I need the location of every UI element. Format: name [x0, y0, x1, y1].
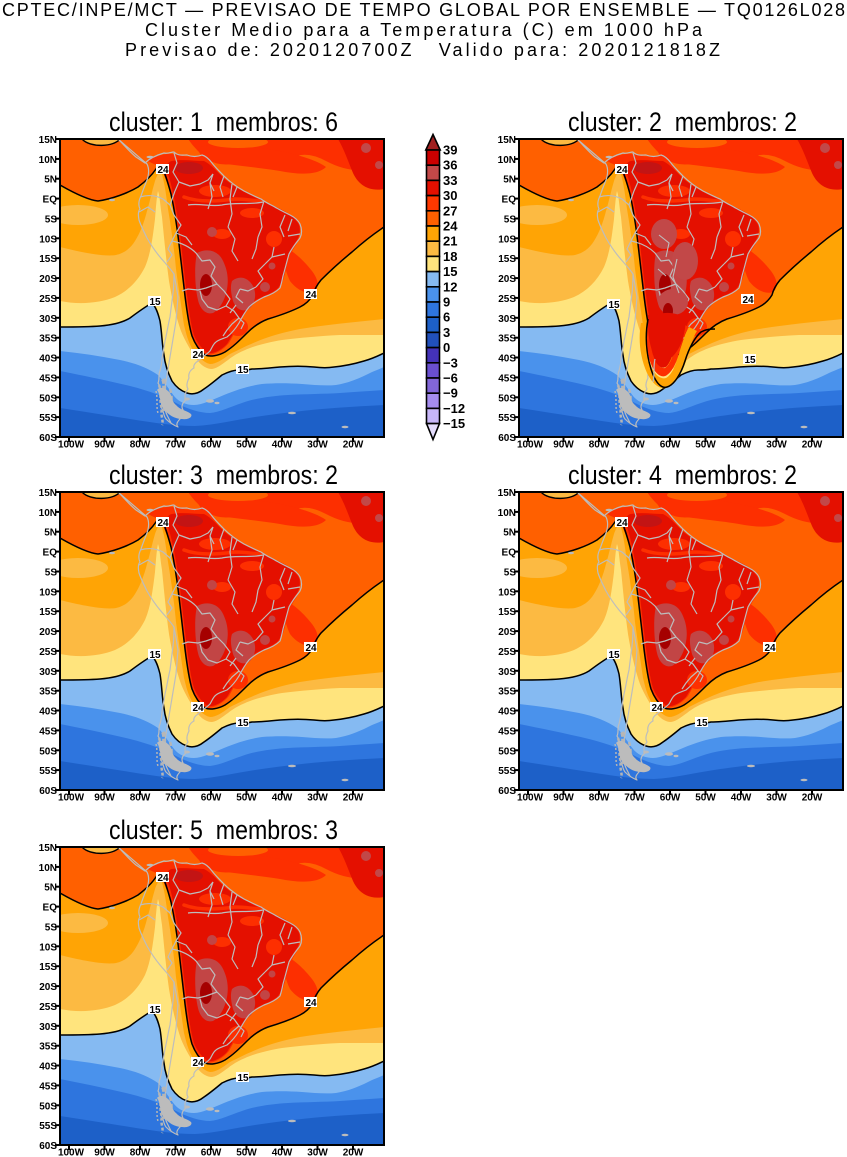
svg-text:−12: −12: [443, 401, 465, 416]
svg-text:cluster: 4 membros: 2: cluster: 4 membros: 2: [568, 460, 797, 490]
svg-text:−9: −9: [443, 386, 458, 401]
svg-text:15: 15: [443, 264, 457, 279]
svg-text:6: 6: [443, 310, 450, 325]
svg-text:cluster: 1 membros: 6: cluster: 1 membros: 6: [109, 107, 338, 137]
svg-text:39: 39: [443, 143, 457, 158]
svg-text:3: 3: [443, 325, 450, 340]
svg-text:CPTEC/INPE/MCT — PREVISAO DE T: CPTEC/INPE/MCT — PREVISAO DE TEMPO GLOBA…: [2, 0, 845, 20]
svg-text:21: 21: [443, 234, 457, 249]
svg-text:−15: −15: [443, 416, 465, 431]
svg-text:24: 24: [443, 219, 458, 234]
svg-text:cluster: 2 membros: 2: cluster: 2 membros: 2: [568, 107, 797, 137]
svg-text:cluster: 3 membros: 2: cluster: 3 membros: 2: [109, 460, 338, 490]
svg-text:9: 9: [443, 295, 450, 310]
svg-text:Cluster Medio para a Temperatu: Cluster Medio para a Temperatura (C) em …: [145, 20, 703, 40]
svg-text:27: 27: [443, 203, 457, 218]
svg-text:33: 33: [443, 173, 457, 188]
svg-text:18: 18: [443, 249, 457, 264]
svg-text:12: 12: [443, 279, 457, 294]
svg-text:30: 30: [443, 188, 457, 203]
svg-text:−3: −3: [443, 355, 458, 370]
svg-text:36: 36: [443, 158, 457, 173]
svg-text:−6: −6: [443, 371, 458, 386]
svg-text:0: 0: [443, 340, 450, 355]
svg-text:cluster: 5 membros: 3: cluster: 5 membros: 3: [109, 815, 338, 845]
svg-text:Previsao de: 2020120700Z Val: Previsao de: 2020120700Z Valido para: 20…: [125, 40, 720, 60]
